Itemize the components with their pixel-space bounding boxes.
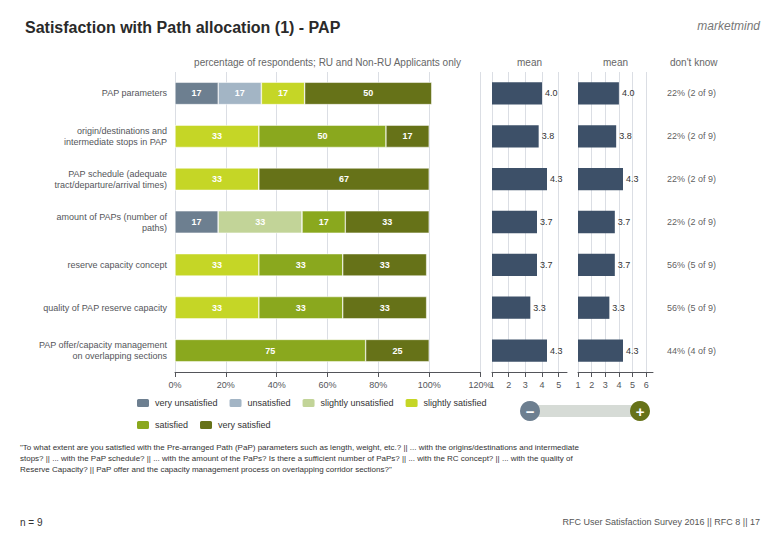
svg-text:5: 5: [556, 380, 561, 390]
svg-text:33: 33: [255, 217, 265, 227]
svg-text:3.3: 3.3: [533, 303, 546, 313]
svg-text:33: 33: [296, 303, 306, 313]
svg-text:very satisfied: very satisfied: [218, 420, 271, 430]
svg-text:0%: 0%: [168, 380, 181, 390]
svg-text:25: 25: [392, 346, 402, 356]
svg-text:"To what extent are you satisf: "To what extent are you satisfied with t…: [20, 443, 579, 452]
svg-text:17: 17: [192, 88, 202, 98]
svg-text:5: 5: [630, 380, 635, 390]
svg-text:unsatisfied: unsatisfied: [248, 398, 291, 408]
svg-text:2: 2: [506, 380, 511, 390]
svg-text:PAP offer/capacity management: PAP offer/capacity management: [39, 340, 168, 350]
svg-text:33: 33: [296, 260, 306, 270]
svg-text:60%: 60%: [318, 380, 336, 390]
svg-text:slightly unsatisfied: slightly unsatisfied: [321, 398, 394, 408]
svg-text:33: 33: [212, 174, 222, 184]
svg-text:22% (2 of 9): 22% (2 of 9): [667, 88, 716, 98]
svg-text:17: 17: [235, 88, 245, 98]
svg-text:PAP parameters: PAP parameters: [102, 88, 168, 98]
svg-text:−: −: [526, 403, 535, 420]
svg-text:33: 33: [380, 303, 390, 313]
svg-text:33: 33: [380, 260, 390, 270]
svg-text:paths): paths): [142, 223, 167, 233]
svg-text:3: 3: [603, 380, 608, 390]
svg-text:n = 9: n = 9: [20, 517, 43, 528]
svg-text:4.3: 4.3: [626, 174, 639, 184]
svg-text:80%: 80%: [369, 380, 387, 390]
svg-text:on overlapping sections: on overlapping sections: [72, 351, 167, 361]
svg-text:mean: mean: [603, 57, 628, 68]
svg-text:3.7: 3.7: [540, 260, 553, 270]
svg-text:intermediate stops in PAP: intermediate stops in PAP: [64, 137, 167, 147]
svg-text:33: 33: [212, 303, 222, 313]
svg-text:1: 1: [575, 380, 580, 390]
svg-text:Reserve Capacity? || PaP offer: Reserve Capacity? || PaP offer and the c…: [20, 465, 392, 474]
svg-text:Satisfaction with Path allocat: Satisfaction with Path allocation (1) - …: [25, 19, 341, 36]
svg-text:2: 2: [589, 380, 594, 390]
svg-text:marketmind: marketmind: [697, 19, 760, 33]
svg-text:17: 17: [278, 88, 288, 98]
svg-text:4: 4: [539, 380, 544, 390]
svg-text:33: 33: [212, 131, 222, 141]
svg-text:56% (5 of 9): 56% (5 of 9): [667, 303, 716, 313]
svg-text:slightly satisfied: slightly satisfied: [424, 398, 487, 408]
svg-text:17: 17: [319, 217, 329, 227]
svg-text:22% (2 of 9): 22% (2 of 9): [667, 131, 716, 141]
svg-text:50: 50: [363, 88, 373, 98]
svg-text:3.7: 3.7: [618, 217, 631, 227]
svg-text:origin/destinations and: origin/destinations and: [77, 126, 167, 136]
svg-text:20%: 20%: [217, 380, 235, 390]
svg-text:22% (2 of 9): 22% (2 of 9): [667, 174, 716, 184]
svg-text:4.3: 4.3: [626, 346, 639, 356]
svg-text:don't know: don't know: [670, 57, 718, 68]
svg-text:100%: 100%: [418, 380, 441, 390]
svg-text:33: 33: [212, 260, 222, 270]
svg-text:reserve capacity concept: reserve capacity concept: [67, 260, 167, 270]
svg-text:50: 50: [317, 131, 327, 141]
svg-text:+: +: [636, 403, 645, 420]
svg-text:4.3: 4.3: [550, 174, 563, 184]
svg-text:120%: 120%: [468, 380, 491, 390]
svg-text:3.7: 3.7: [618, 260, 631, 270]
svg-text:22% (2 of 9): 22% (2 of 9): [667, 217, 716, 227]
svg-text:percentage of respondents; RU: percentage of respondents; RU and Non-RU…: [194, 57, 461, 68]
svg-text:mean: mean: [517, 57, 542, 68]
svg-text:3.7: 3.7: [540, 217, 553, 227]
svg-text:tract/departure/arrival times): tract/departure/arrival times): [54, 180, 167, 190]
svg-text:67: 67: [339, 174, 349, 184]
svg-text:3: 3: [523, 380, 528, 390]
svg-text:amount of PAPs (number of: amount of PAPs (number of: [57, 212, 168, 222]
svg-text:3.8: 3.8: [619, 131, 632, 141]
svg-text:17: 17: [403, 131, 413, 141]
svg-text:1: 1: [489, 380, 494, 390]
svg-text:satisfied: satisfied: [155, 420, 188, 430]
svg-text:stops? || ... with the PaP sch: stops? || ... with the PaP schedule? || …: [20, 454, 573, 463]
svg-text:4.3: 4.3: [550, 346, 563, 356]
svg-text:4.0: 4.0: [622, 88, 635, 98]
svg-text:44% (4 of 9): 44% (4 of 9): [667, 346, 716, 356]
svg-text:3.8: 3.8: [542, 131, 555, 141]
svg-text:quality of PAP reserve capacit: quality of PAP reserve capacity: [43, 303, 167, 313]
svg-text:33: 33: [382, 217, 392, 227]
svg-text:4: 4: [616, 380, 621, 390]
svg-text:PAP schedule (adequate: PAP schedule (adequate: [68, 169, 167, 179]
svg-text:56% (5 of 9): 56% (5 of 9): [667, 260, 716, 270]
svg-text:very unsatisfied: very unsatisfied: [155, 398, 218, 408]
svg-text:3.3: 3.3: [612, 303, 625, 313]
svg-text:40%: 40%: [268, 380, 286, 390]
svg-text:75: 75: [265, 346, 275, 356]
svg-text:6: 6: [644, 380, 649, 390]
svg-text:4.0: 4.0: [545, 88, 558, 98]
svg-text:17: 17: [192, 217, 202, 227]
svg-text:RFC User Satisfaction Survey 2: RFC User Satisfaction Survey 2016 || RFC…: [563, 517, 760, 527]
